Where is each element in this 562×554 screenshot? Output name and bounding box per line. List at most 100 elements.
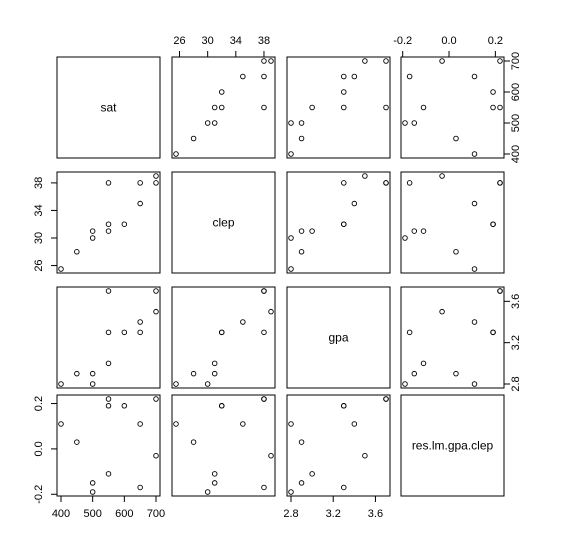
point-sat-vs-gpa-10 — [341, 73, 347, 80]
point-clep-vs-res-lm-gpa-clep-1 — [471, 266, 478, 272]
panel-gpa-vs-res-lm-gpa-clep — [400, 286, 505, 389]
point-clep-vs-sat-2 — [74, 249, 80, 255]
point-sat-vs-clep-11 — [268, 58, 274, 64]
point-gpa-vs-sat-3 — [89, 381, 96, 387]
point-clep-vs-res-lm-gpa-clep-2 — [453, 249, 459, 255]
y-tick-label-sat-3: 600 — [510, 83, 522, 101]
point-res-lm-gpa-clep-vs-sat-3 — [89, 489, 96, 495]
point-sat-vs-res-lm-gpa-clep-5 — [420, 104, 427, 111]
x-tick-label-gpa-2: 3.2 — [326, 508, 341, 520]
point-sat-vs-gpa-1 — [288, 151, 294, 157]
point-clep-vs-gpa-11 — [362, 173, 368, 179]
point-res-lm-gpa-clep-vs-gpa-11 — [362, 452, 368, 459]
point-res-lm-gpa-clep-vs-clep-1 — [173, 421, 179, 427]
point-res-lm-gpa-clep-vs-gpa-3 — [288, 489, 294, 495]
point-gpa-vs-res-lm-gpa-clep-1 — [471, 381, 478, 387]
panel-clep-vs-sat — [56, 171, 161, 274]
point-clep-vs-gpa-5 — [309, 228, 315, 234]
point-gpa-vs-sat-7 — [105, 288, 112, 294]
point-res-lm-gpa-clep-vs-clep-9 — [240, 421, 246, 427]
point-sat-vs-res-lm-gpa-clep-6 — [490, 104, 496, 111]
point-gpa-vs-clep-5 — [211, 360, 218, 367]
point-gpa-vs-clep-3 — [204, 381, 211, 387]
point-res-lm-gpa-clep-vs-gpa-9 — [351, 421, 358, 427]
x-tick-label-clep-3: 34 — [230, 35, 242, 47]
point-res-lm-gpa-clep-vs-sat-5 — [105, 471, 112, 477]
x-tick-label-sat-1: 400 — [52, 508, 70, 520]
point-clep-vs-res-lm-gpa-clep-10 — [406, 180, 413, 186]
point-gpa-vs-clep-10 — [261, 329, 267, 336]
y-tick-label-res-lm-gpa-clep-3: 0.2 — [33, 396, 45, 411]
point-gpa-vs-sat-12 — [153, 288, 159, 294]
point-sat-vs-clep-2 — [190, 135, 197, 142]
point-gpa-vs-sat-6 — [105, 329, 112, 336]
point-gpa-vs-sat-11 — [153, 308, 159, 315]
point-res-lm-gpa-clep-vs-sat-7 — [105, 396, 112, 402]
panel-sat-vs-sat — [56, 56, 161, 159]
point-clep-vs-res-lm-gpa-clep-4 — [411, 228, 418, 234]
point-gpa-vs-clep-12 — [261, 288, 267, 294]
y-tick-label-sat-2: 500 — [510, 114, 522, 132]
point-sat-vs-clep-6 — [218, 104, 225, 111]
point-gpa-vs-clep-1 — [173, 381, 179, 387]
variable-label-clep: clep — [212, 216, 234, 230]
point-sat-vs-clep-8 — [218, 89, 225, 95]
point-sat-vs-gpa-3 — [288, 120, 294, 126]
point-clep-vs-gpa-9 — [351, 200, 358, 207]
point-res-lm-gpa-clep-vs-sat-4 — [89, 480, 96, 486]
point-clep-vs-gpa-2 — [298, 249, 305, 255]
point-sat-vs-res-lm-gpa-clep-8 — [490, 89, 496, 95]
point-clep-vs-sat-3 — [89, 235, 96, 241]
x-tick-label-sat-3: 600 — [115, 508, 133, 520]
point-res-lm-gpa-clep-vs-clep-12 — [261, 396, 267, 402]
point-res-lm-gpa-clep-vs-gpa-4 — [298, 480, 305, 486]
point-sat-vs-res-lm-gpa-clep-1 — [471, 151, 478, 157]
point-gpa-vs-res-lm-gpa-clep-3 — [402, 381, 408, 387]
point-res-lm-gpa-clep-vs-gpa-12 — [383, 396, 389, 402]
point-gpa-vs-clep-9 — [240, 319, 246, 325]
x-tick-label-clep-4: 38 — [258, 35, 270, 47]
point-clep-vs-sat-6 — [105, 221, 112, 227]
point-res-lm-gpa-clep-vs-sat-1 — [58, 421, 64, 427]
point-sat-vs-res-lm-gpa-clep-7 — [497, 104, 503, 111]
point-gpa-vs-clep-4 — [211, 370, 218, 377]
point-gpa-vs-sat-8 — [121, 329, 128, 336]
panel-clep-vs-gpa — [286, 171, 391, 274]
point-sat-vs-gpa-12 — [383, 58, 389, 64]
point-res-lm-gpa-clep-vs-clep-10 — [261, 484, 267, 491]
panel-res-lm-gpa-clep-vs-clep — [171, 394, 276, 497]
point-clep-vs-sat-8 — [121, 221, 128, 227]
point-sat-vs-res-lm-gpa-clep-12 — [497, 58, 503, 64]
point-clep-vs-gpa-8 — [341, 221, 347, 227]
point-sat-vs-clep-3 — [204, 120, 211, 126]
point-clep-vs-res-lm-gpa-clep-11 — [439, 173, 445, 179]
point-res-lm-gpa-clep-vs-clep-8 — [218, 403, 225, 409]
point-sat-vs-clep-12 — [261, 58, 267, 64]
point-clep-vs-sat-5 — [105, 228, 112, 234]
x-tick-label-res-lm-gpa-clep-1: -0.2 — [393, 35, 412, 47]
point-sat-vs-gpa-6 — [341, 104, 347, 111]
variable-label-gpa: gpa — [328, 331, 348, 345]
y-tick-label-clep-3: 34 — [33, 204, 45, 216]
point-sat-vs-clep-9 — [240, 73, 246, 80]
point-clep-vs-sat-1 — [58, 266, 64, 272]
point-res-lm-gpa-clep-vs-gpa-5 — [309, 471, 315, 477]
point-res-lm-gpa-clep-vs-sat-10 — [137, 484, 143, 491]
point-res-lm-gpa-clep-vs-gpa-10 — [341, 484, 347, 491]
point-clep-vs-sat-7 — [105, 180, 112, 186]
point-clep-vs-res-lm-gpa-clep-12 — [497, 180, 503, 186]
point-sat-vs-res-lm-gpa-clep-9 — [471, 73, 478, 80]
point-res-lm-gpa-clep-vs-gpa-8 — [341, 403, 347, 409]
point-sat-vs-gpa-4 — [298, 120, 305, 126]
panel-sat-vs-res-lm-gpa-clep — [400, 56, 505, 159]
x-tick-label-res-lm-gpa-clep-2: 0.0 — [441, 35, 456, 47]
point-gpa-vs-res-lm-gpa-clep-11 — [439, 308, 445, 315]
point-res-lm-gpa-clep-vs-sat-9 — [137, 421, 143, 427]
point-sat-vs-res-lm-gpa-clep-2 — [453, 135, 459, 142]
panel-clep-vs-clep — [171, 171, 276, 274]
y-tick-label-res-lm-gpa-clep-2: 0.0 — [33, 441, 45, 456]
panel-res-lm-gpa-clep-vs-res-lm-gpa-clep — [400, 394, 505, 497]
panel-gpa-vs-clep — [171, 286, 276, 389]
point-res-lm-gpa-clep-vs-gpa-1 — [288, 421, 294, 427]
